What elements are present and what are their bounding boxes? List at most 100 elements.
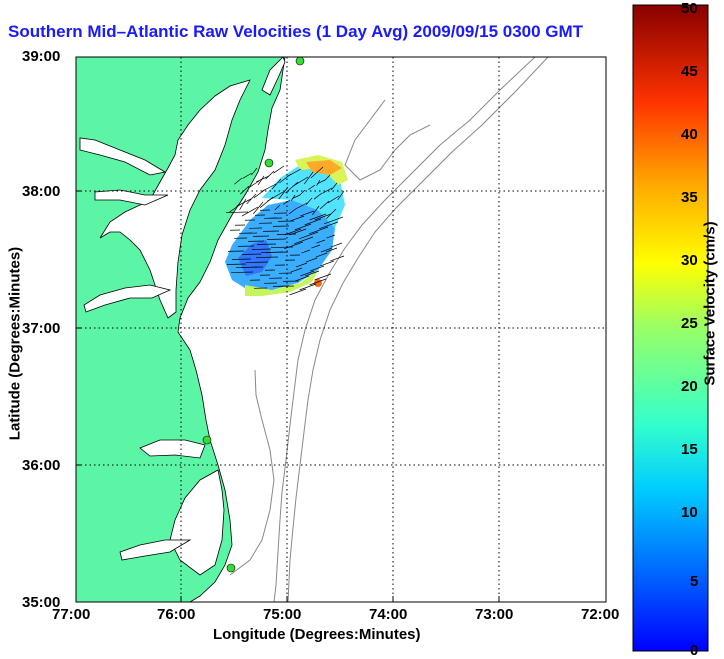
bathymetry-contour-shelf — [344, 99, 431, 181]
velocity-vector — [317, 179, 326, 185]
velocity-vector — [295, 275, 310, 282]
velocity-vector — [324, 174, 331, 181]
velocity-vector — [300, 270, 315, 277]
velocity-vector — [300, 210, 315, 217]
velocity-vector — [324, 216, 344, 225]
velocity-patch-orange — [306, 160, 342, 175]
potomac-river — [79, 137, 167, 176]
velocity-vector — [319, 200, 330, 210]
velocity-vector — [251, 167, 258, 176]
lat-tick-label: 35:00 — [22, 594, 61, 611]
velocity-vector — [291, 194, 296, 201]
lat-tick-label: 39:00 — [22, 48, 61, 65]
colorbar-tick-label: 5 — [690, 573, 699, 590]
y-axis-label: Latitude (Degrees:Minutes) — [6, 246, 24, 441]
velocity-vector — [240, 185, 250, 195]
velocity-vector — [297, 202, 308, 209]
tick-marks — [76, 190, 500, 602]
velocity-vector — [290, 267, 303, 273]
velocity-vector — [312, 205, 320, 215]
velocity-vector — [299, 283, 317, 291]
velocity-vector — [337, 190, 345, 201]
colorbar — [632, 4, 709, 652]
velocity-vector — [311, 244, 321, 249]
velocity-vector — [315, 252, 328, 258]
lon-tick-label: 74:00 — [369, 606, 408, 623]
velocity-vector — [288, 207, 298, 215]
velocity-vector — [228, 203, 242, 213]
velocity-vector — [241, 266, 264, 268]
chesapeake-bay — [99, 79, 251, 319]
colorbar-tick-label: 45 — [681, 63, 698, 80]
velocity-vector — [322, 187, 333, 194]
velocity-vector — [265, 170, 275, 180]
velocity-vector — [242, 172, 253, 179]
velocity-vector — [278, 186, 289, 200]
velocity-patch-south — [245, 270, 318, 296]
lon-tick-label: 76:00 — [157, 606, 196, 623]
velocity-vector — [273, 165, 285, 174]
velocity-vector — [256, 256, 279, 258]
velocity-vector — [267, 191, 284, 202]
velocity-vectors — [226, 165, 345, 296]
station-marker-north — [295, 57, 305, 66]
lat-tick-label: 38:00 — [22, 183, 61, 200]
velocity-vector — [299, 231, 319, 240]
neuse-river — [119, 539, 192, 561]
grid-lines — [76, 57, 606, 602]
colorbar-label: Surface Velocity (cm/s) — [701, 221, 719, 386]
velocity-vector — [241, 206, 259, 217]
bathymetry-contour-deep — [287, 57, 549, 602]
velocity-vector — [247, 180, 260, 189]
velocity-vector — [316, 239, 326, 244]
bathymetry-contour-mid — [229, 369, 275, 576]
york-james-rivers — [83, 284, 172, 313]
velocity-vector — [319, 221, 339, 230]
velocity-vector — [330, 255, 345, 262]
lon-tick-label: 72:00 — [581, 606, 620, 623]
velocity-vector — [327, 195, 340, 204]
x-axis-label: Longitude (Degrees:Minutes) — [213, 626, 421, 643]
velocity-vector — [253, 201, 264, 215]
velocity-vector — [320, 247, 333, 253]
station-marker-hatteras-south — [226, 563, 236, 573]
velocity-vector — [256, 175, 270, 183]
velocity-vector — [309, 213, 327, 221]
velocity-vector — [330, 242, 343, 248]
velocity-vector — [310, 166, 324, 179]
pamlico-sound — [169, 469, 225, 576]
velocity-vector — [236, 198, 252, 207]
velocity-vector — [304, 218, 322, 226]
lat-tick-label: 36:00 — [22, 457, 61, 474]
velocity-vector — [305, 257, 318, 263]
colorbar-tick-label: 20 — [681, 378, 698, 395]
velocity-vector — [325, 247, 338, 253]
plot-frame — [75, 56, 607, 603]
velocity-vector — [294, 236, 314, 245]
lat-tick-label: 37:00 — [22, 320, 61, 337]
colorbar-tick-label: 35 — [681, 189, 698, 206]
map-title: Southern Mid–Atlantic Raw Velocities (1 … — [8, 22, 584, 41]
velocity-vector — [234, 177, 243, 185]
velocity-vector — [289, 228, 307, 236]
velocity-vector — [290, 215, 305, 222]
colorbar-tick-label: 30 — [681, 252, 698, 269]
velocity-vector — [266, 251, 289, 253]
velocity-vector — [314, 213, 332, 221]
station-marker-mid — [264, 158, 274, 168]
colorbar-tick-label: 15 — [681, 441, 698, 458]
colorbar-tick-label: 40 — [681, 126, 698, 143]
velocity-vector — [246, 261, 269, 263]
lon-tick-label: 75:00 — [263, 606, 302, 623]
velocity-vector — [299, 189, 306, 196]
station-marker-hatteras-north — [202, 435, 212, 445]
velocity-vector — [305, 270, 320, 277]
velocity-vector — [309, 278, 327, 286]
velocity-vector — [330, 182, 338, 191]
rappahannock-river — [94, 189, 169, 206]
velocity-vector — [226, 211, 249, 213]
velocity-vector — [292, 176, 309, 187]
colorbar-tick-label: 25 — [681, 315, 698, 332]
velocity-vector — [231, 271, 254, 273]
